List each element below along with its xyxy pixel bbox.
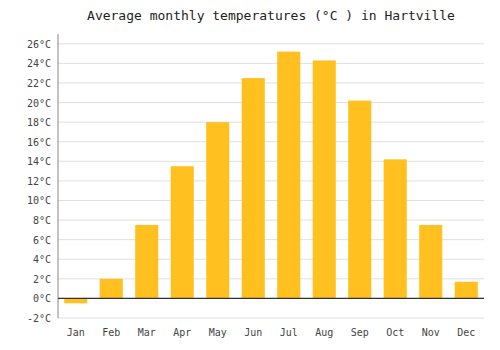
y-axis-line xyxy=(58,34,59,318)
grid-line xyxy=(58,220,484,221)
title: Average monthly temperatures (°C ) in Ha… xyxy=(87,8,455,23)
grid-line xyxy=(58,161,484,162)
y-tick-label: 20°C xyxy=(27,98,51,109)
x-tick-label: Feb xyxy=(102,327,120,338)
bar xyxy=(419,225,442,298)
y-tick-label: 2°C xyxy=(33,274,51,285)
y-tick-label: 6°C xyxy=(33,235,51,246)
bar xyxy=(277,52,300,299)
x-tick-label: Apr xyxy=(173,327,191,338)
y-tick-label: 18°C xyxy=(27,117,51,128)
x-tick-label: Jan xyxy=(67,327,85,338)
bar xyxy=(100,279,123,299)
bar xyxy=(64,298,87,303)
bar xyxy=(206,122,229,298)
chart: Average monthly temperatures (°C ) in Ha… xyxy=(0,0,500,350)
grid-line xyxy=(58,63,484,64)
grid-line xyxy=(58,318,484,319)
x-tick-label: Mar xyxy=(138,327,156,338)
x-tick-label: May xyxy=(209,327,227,338)
y-tick-label: 24°C xyxy=(27,58,51,69)
bar xyxy=(348,101,371,299)
y-tick-label: 26°C xyxy=(27,39,51,50)
grid xyxy=(58,44,484,318)
grid-line xyxy=(58,200,484,201)
grid-line xyxy=(58,122,484,123)
y-tick-label: -2°C xyxy=(27,313,51,324)
x-tick-label: Aug xyxy=(315,327,333,338)
y-tick-label: 14°C xyxy=(27,156,51,167)
grid-line xyxy=(58,141,484,142)
x-tick-label: Jun xyxy=(244,327,262,338)
y-tick-label: 12°C xyxy=(27,176,51,187)
y-tick-label: 8°C xyxy=(33,215,51,226)
y-tick-label: 4°C xyxy=(33,254,51,265)
x-tick-label: Nov xyxy=(422,327,440,338)
grid-line xyxy=(58,82,484,83)
bar xyxy=(135,225,158,298)
grid-line xyxy=(58,102,484,103)
baseline xyxy=(58,298,484,299)
y-tick-label: 16°C xyxy=(27,137,51,148)
bar xyxy=(171,166,194,298)
x-tick-label: Sep xyxy=(351,327,369,338)
grid-line xyxy=(58,298,484,299)
y-tick-label: 10°C xyxy=(27,195,51,206)
bar xyxy=(242,78,265,298)
bar xyxy=(313,60,336,298)
x-tick-label: Jul xyxy=(280,327,298,338)
y-tick-label: 22°C xyxy=(27,78,51,89)
x-tick-label: Oct xyxy=(386,327,404,338)
y-tick-label: 0°C xyxy=(33,293,51,304)
bar xyxy=(455,282,478,299)
grid-line xyxy=(58,43,484,44)
grid-line xyxy=(58,180,484,181)
bars xyxy=(64,52,478,304)
x-tick-label: Dec xyxy=(457,327,475,338)
bar xyxy=(384,159,407,298)
